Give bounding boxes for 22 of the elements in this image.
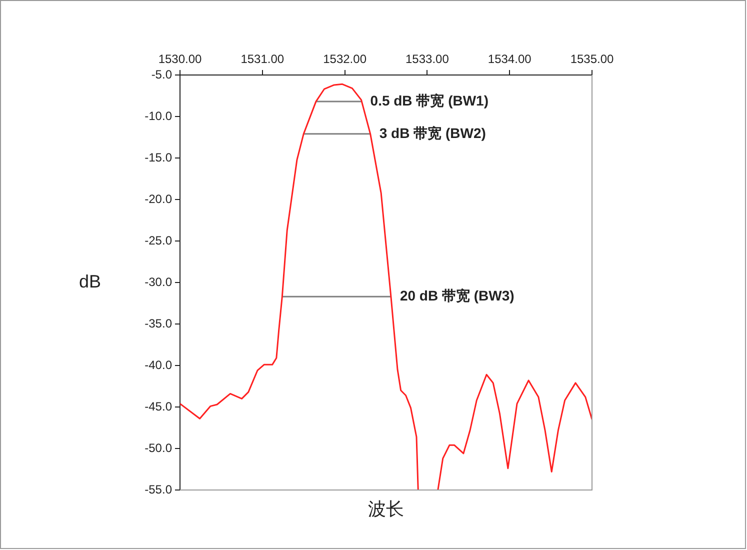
x-tick-label: 1532.00 <box>323 52 367 66</box>
y-axis-title: dB <box>78 271 102 292</box>
x-tick-label: 1534.00 <box>488 52 532 66</box>
y-tick-label: -45.0 <box>144 399 172 414</box>
y-tick-label: -30.0 <box>144 274 172 289</box>
x-axis-title: 波长 <box>368 498 404 519</box>
y-tick-label: -50.0 <box>144 440 172 455</box>
x-tick-label: 1535.00 <box>570 52 614 66</box>
annotation: 20 dB 带宽 (BW3) <box>400 287 514 304</box>
annotation: 3 dB 带宽 (BW2) <box>379 124 486 141</box>
y-tick-label: -15.0 <box>144 150 172 164</box>
x-tick-label: 1531.00 <box>240 52 284 66</box>
annotation: 0.5 dB 带宽 (BW1) <box>370 92 489 108</box>
x-tick-label: 1533.00 <box>406 52 450 66</box>
y-tick-label: -20.0 <box>144 192 172 206</box>
y-tick-label: -55.0 <box>144 482 172 496</box>
x-tick-label: 1530.00 <box>158 52 202 66</box>
y-tick-label: -40.0 <box>144 358 172 372</box>
y-tick-label: -10.0 <box>144 108 172 123</box>
y-tick-label: -35.0 <box>144 316 172 330</box>
y-tick-label: -25.0 <box>144 233 172 248</box>
y-tick-label: -5.0 <box>151 67 172 82</box>
